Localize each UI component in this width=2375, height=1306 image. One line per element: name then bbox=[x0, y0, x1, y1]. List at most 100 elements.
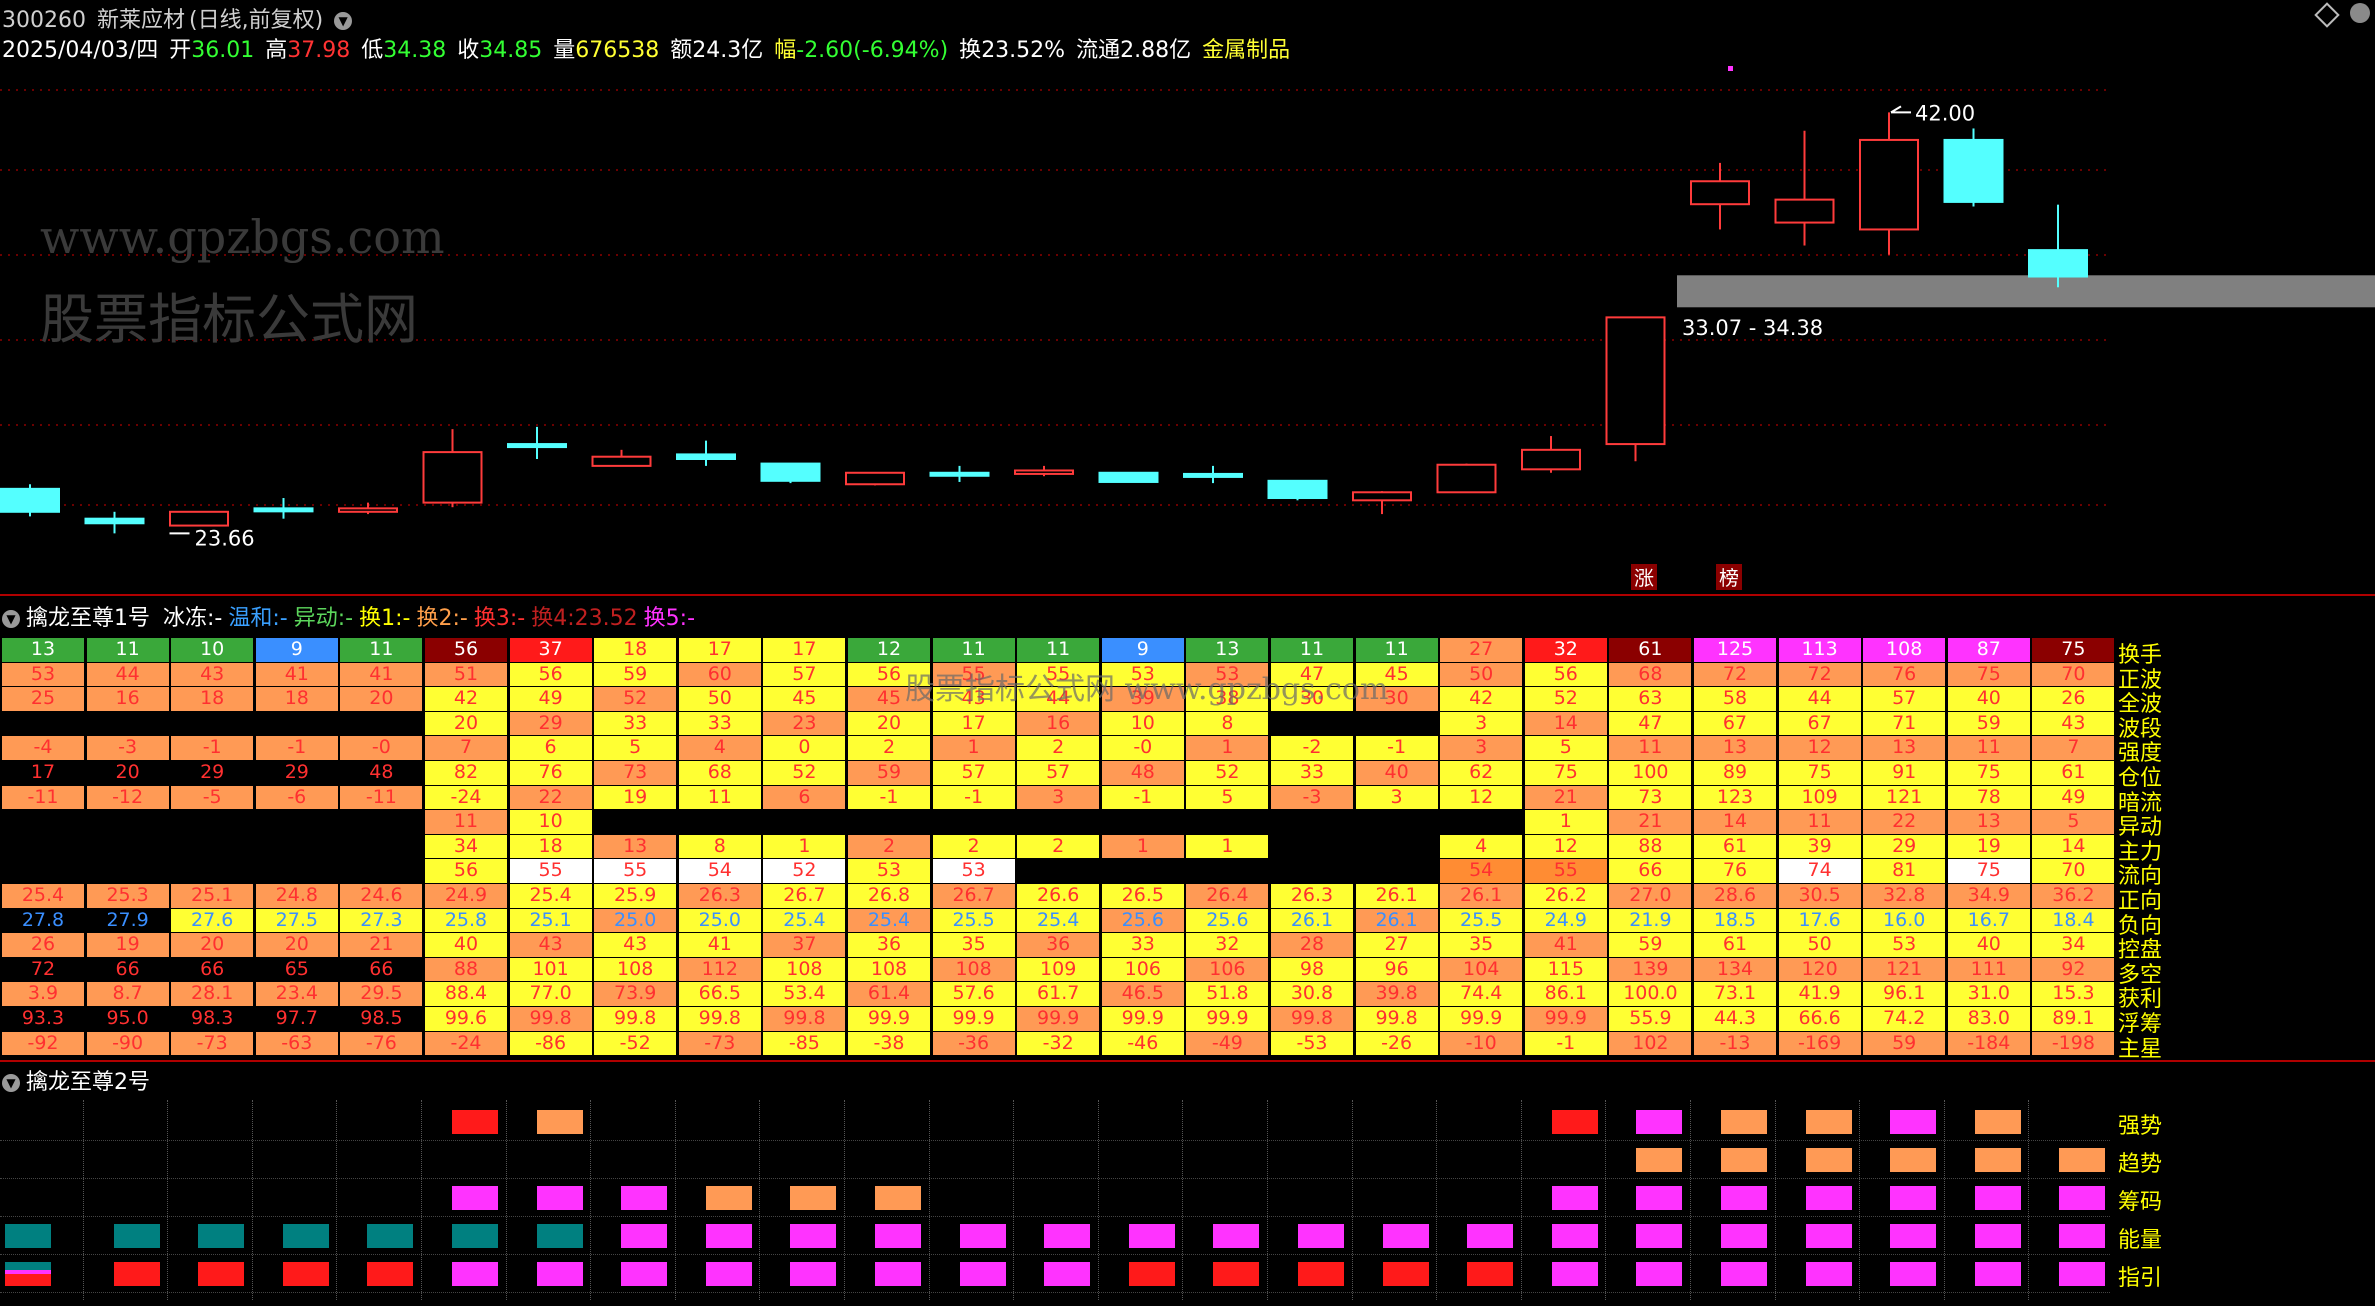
grid-separator bbox=[1267, 1100, 1268, 1300]
table-cell: 95.0 bbox=[86, 1007, 169, 1031]
signal-square bbox=[1721, 1148, 1767, 1172]
price-chart[interactable]: 33.07 - 34.38 42.00 23.66 涨 榜 bbox=[0, 0, 2375, 590]
row-label: 波段 bbox=[2118, 716, 2163, 742]
table-cell: 50 bbox=[1778, 933, 1861, 957]
candle[interactable] bbox=[845, 471, 905, 486]
table-cell: 89.1 bbox=[2032, 1007, 2115, 1031]
collapse-icon[interactable]: ▼ bbox=[2, 610, 20, 628]
candle[interactable] bbox=[1098, 471, 1159, 483]
signal-square bbox=[790, 1262, 837, 1286]
table-cell: 55 bbox=[932, 662, 1015, 687]
candle[interactable] bbox=[2028, 204, 2088, 288]
table-cell: 62 bbox=[1440, 761, 1523, 785]
table-cell: 99.8 bbox=[594, 1007, 677, 1031]
panel-divider-2 bbox=[0, 1060, 2375, 1062]
signal-square bbox=[875, 1262, 921, 1286]
signal-square bbox=[367, 1224, 414, 1248]
candle[interactable] bbox=[338, 502, 398, 515]
signal-row-label: 筹码 bbox=[2118, 1190, 2163, 1215]
table-cell: 9 bbox=[255, 638, 338, 662]
gear-icon[interactable] bbox=[2350, 3, 2370, 23]
legend-value: - bbox=[402, 606, 411, 631]
candle[interactable] bbox=[422, 429, 483, 508]
table-cell: 42 bbox=[425, 687, 507, 711]
candle[interactable] bbox=[1690, 162, 1750, 230]
table-cell: 74.4 bbox=[1440, 982, 1523, 1006]
signal-square bbox=[367, 1262, 414, 1286]
signal-square bbox=[1974, 1224, 2021, 1248]
marker-label: 涨 bbox=[1634, 566, 1654, 590]
dropdown-icon[interactable]: ▼ bbox=[334, 12, 353, 30]
table-cell: 70 bbox=[2032, 662, 2115, 687]
grid-row-line bbox=[0, 1254, 2110, 1255]
candle[interactable] bbox=[1859, 112, 1919, 255]
grid-separator bbox=[167, 1100, 169, 1300]
table-cell: 52 bbox=[763, 859, 846, 883]
grid-separator bbox=[251, 1100, 253, 1300]
table-cell: 11 bbox=[425, 810, 507, 834]
candle-body bbox=[507, 443, 567, 449]
candle[interactable] bbox=[1183, 465, 1243, 484]
table-cell: 11 bbox=[1609, 736, 1692, 760]
candle-body bbox=[2028, 249, 2088, 278]
table-cell: 53 bbox=[1186, 662, 1269, 687]
candle[interactable] bbox=[1014, 465, 1074, 477]
table-cell: 21 bbox=[1609, 810, 1692, 834]
table-cell: 55 bbox=[1524, 859, 1607, 883]
candle-body bbox=[1690, 180, 1750, 206]
table-cell: 33 bbox=[594, 711, 677, 736]
table-cell: 96.1 bbox=[1863, 982, 1946, 1006]
candle[interactable] bbox=[1436, 463, 1497, 494]
candle[interactable] bbox=[1521, 436, 1581, 473]
table-cell: 99.9 bbox=[1186, 1007, 1269, 1031]
candle[interactable] bbox=[0, 484, 60, 517]
table-cell: 23 bbox=[763, 711, 846, 736]
table-cell: 24.9 bbox=[1524, 908, 1607, 933]
signal-square bbox=[790, 1186, 837, 1210]
table-cell: 33 bbox=[1271, 761, 1353, 785]
table-cell: -4 bbox=[2, 736, 84, 760]
candle[interactable] bbox=[1605, 316, 1666, 462]
candle[interactable] bbox=[169, 510, 229, 527]
candle[interactable] bbox=[760, 462, 821, 484]
candle[interactable] bbox=[929, 465, 990, 482]
table-cell: 12 bbox=[1778, 736, 1861, 760]
table-cell: -86 bbox=[509, 1031, 592, 1056]
candle[interactable] bbox=[1943, 128, 2004, 207]
table-cell: 18 bbox=[255, 687, 338, 711]
candle[interactable] bbox=[1774, 130, 1835, 246]
table-cell: 102 bbox=[1609, 1031, 1692, 1056]
table-cell: 26.3 bbox=[678, 884, 761, 908]
row-label: 负向 bbox=[2118, 913, 2163, 939]
candle[interactable] bbox=[507, 426, 567, 459]
table-cell: -46 bbox=[1101, 1031, 1184, 1056]
signal-row-label: 强势 bbox=[2118, 1114, 2163, 1139]
table-cell: 12 bbox=[1440, 785, 1523, 810]
signal-square bbox=[536, 1186, 583, 1210]
candle-body bbox=[845, 471, 905, 486]
table-cell: 44.3 bbox=[1694, 1007, 1776, 1031]
signal-square bbox=[875, 1224, 921, 1248]
signal-square bbox=[2059, 1148, 2106, 1172]
candle[interactable] bbox=[84, 511, 145, 534]
candle[interactable] bbox=[676, 440, 736, 466]
table-cell: 106 bbox=[1101, 957, 1184, 982]
table-cell: 51.8 bbox=[1186, 982, 1269, 1006]
signal-square bbox=[1128, 1262, 1175, 1286]
table-cell: 46.5 bbox=[1101, 982, 1184, 1006]
candle[interactable] bbox=[1352, 491, 1412, 515]
panel2-header: ▼ 擒龙至尊2号 bbox=[2, 1064, 156, 1096]
candle[interactable] bbox=[1267, 479, 1328, 501]
table-cell: 100.0 bbox=[1609, 982, 1692, 1006]
table-cell: 11 bbox=[1355, 638, 1438, 662]
collapse-icon-2[interactable]: ▼ bbox=[2, 1074, 20, 1092]
table-cell: 27.0 bbox=[1609, 884, 1692, 908]
table-cell bbox=[86, 859, 169, 883]
grid-row-line bbox=[0, 1292, 2110, 1293]
signal-square bbox=[1636, 1224, 1683, 1248]
candle[interactable] bbox=[253, 498, 314, 519]
candle[interactable] bbox=[591, 449, 652, 467]
table-cell: 25.5 bbox=[1440, 908, 1523, 933]
table-cell: 98.5 bbox=[340, 1007, 423, 1031]
table-cell: -2 bbox=[1271, 736, 1353, 760]
